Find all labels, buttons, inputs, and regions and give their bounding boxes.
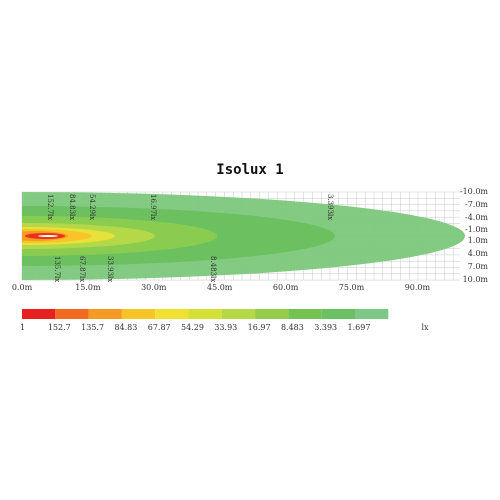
legend-label: 152.7 xyxy=(48,323,71,332)
legend-swatch xyxy=(355,309,389,319)
contour-label: 152.7lx xyxy=(46,194,54,220)
y-label: 10.0m xyxy=(463,275,489,284)
contour-label: 33.93lx xyxy=(106,256,114,282)
contour-label: 67.87lx xyxy=(78,256,86,282)
legend: 1 152.7 135.7 84.83 67.87 54.29 33.93 16.97 8.48… xyxy=(20,309,429,332)
labels: 0.0m 15.0m 30.0m 45.0m 60.0m 75.0m 90.0m -10.0m… xyxy=(12,187,489,292)
legend-swatch xyxy=(88,309,122,319)
contour-label: 8.483lx xyxy=(209,256,217,282)
x-label: 90.0m xyxy=(405,283,431,292)
y-label: -1.0m xyxy=(465,225,488,234)
contour-label: 84.83lx xyxy=(68,194,76,220)
contour xyxy=(38,235,58,237)
legend-swatch xyxy=(55,309,89,319)
legend-swatch xyxy=(321,309,355,319)
legend-swatch xyxy=(288,309,322,319)
y-label: 1.0m xyxy=(468,236,489,245)
legend-label: 1 xyxy=(20,323,25,332)
legend-swatch xyxy=(22,309,56,319)
legend-label: 1.697 xyxy=(348,323,371,332)
legend-label: 16.97 xyxy=(248,323,271,332)
legend-unit: lx xyxy=(421,323,429,332)
contour-label: 16.97lx xyxy=(149,194,157,220)
x-label: 30.0m xyxy=(141,283,167,292)
legend-swatch xyxy=(155,309,189,319)
legend-label: 33.93 xyxy=(214,323,237,332)
contour-label: 54.29lx xyxy=(88,194,96,220)
y-label: -7.0m xyxy=(465,200,488,209)
legend-swatch xyxy=(121,309,156,319)
legend-label: 3.393 xyxy=(314,323,337,332)
legend-label: 67.87 xyxy=(148,323,171,332)
y-label: -4.0m xyxy=(465,213,488,222)
contour-label: 135.7lx xyxy=(53,256,61,282)
y-label: 7.0m xyxy=(468,262,489,271)
x-label: 60.0m xyxy=(273,283,299,292)
legend-swatch xyxy=(221,309,256,319)
x-label: 15.0m xyxy=(75,283,101,292)
legend-label: 135.7 xyxy=(81,323,104,332)
legend-swatch xyxy=(255,309,289,319)
legend-label: 54.29 xyxy=(181,323,204,332)
y-label: -10.0m xyxy=(460,187,489,196)
contour-label: 3.393lx xyxy=(326,194,334,220)
x-label: 75.0m xyxy=(339,283,365,292)
x-label: 0.0m xyxy=(12,283,33,292)
title: Isolux 1 xyxy=(216,162,283,178)
legend-label: 8.483 xyxy=(281,323,304,332)
x-label: 45.0m xyxy=(207,283,233,292)
y-label: 4.0m xyxy=(468,249,489,258)
legend-label: 84.83 xyxy=(114,323,137,332)
contours xyxy=(22,192,465,280)
legend-swatch xyxy=(188,309,222,319)
